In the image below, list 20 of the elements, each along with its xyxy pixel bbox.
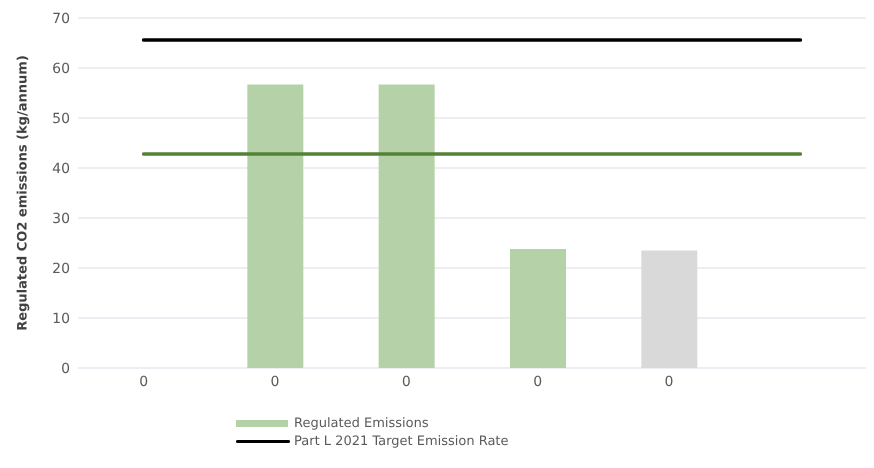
x-tick-label: 0 xyxy=(402,374,411,390)
y-axis-title: Regulated CO2 emissions (kg/annum) xyxy=(16,55,31,331)
bar xyxy=(247,84,304,368)
x-tick-label: 0 xyxy=(664,374,674,390)
y-tick-label: 60 xyxy=(52,60,70,77)
y-tick-label: 30 xyxy=(52,210,70,227)
y-tick-label: 10 xyxy=(52,310,70,327)
x-tick-label: 0 xyxy=(139,374,148,390)
bar xyxy=(378,84,435,368)
bar xyxy=(510,249,566,368)
bar xyxy=(641,250,698,368)
y-tick-label: 40 xyxy=(52,160,70,177)
y-tick-label: 0 xyxy=(61,360,70,377)
y-tick-label: 70 xyxy=(52,10,70,27)
legend-label: Regulated Emissions xyxy=(294,416,429,430)
y-tick-label: 20 xyxy=(52,260,70,277)
legend-label: Part L 2021 Target Emission Rate xyxy=(294,434,509,448)
y-tick-label: 50 xyxy=(52,110,70,127)
x-tick-label: 0 xyxy=(270,374,280,390)
x-tick-label: 0 xyxy=(533,374,542,390)
